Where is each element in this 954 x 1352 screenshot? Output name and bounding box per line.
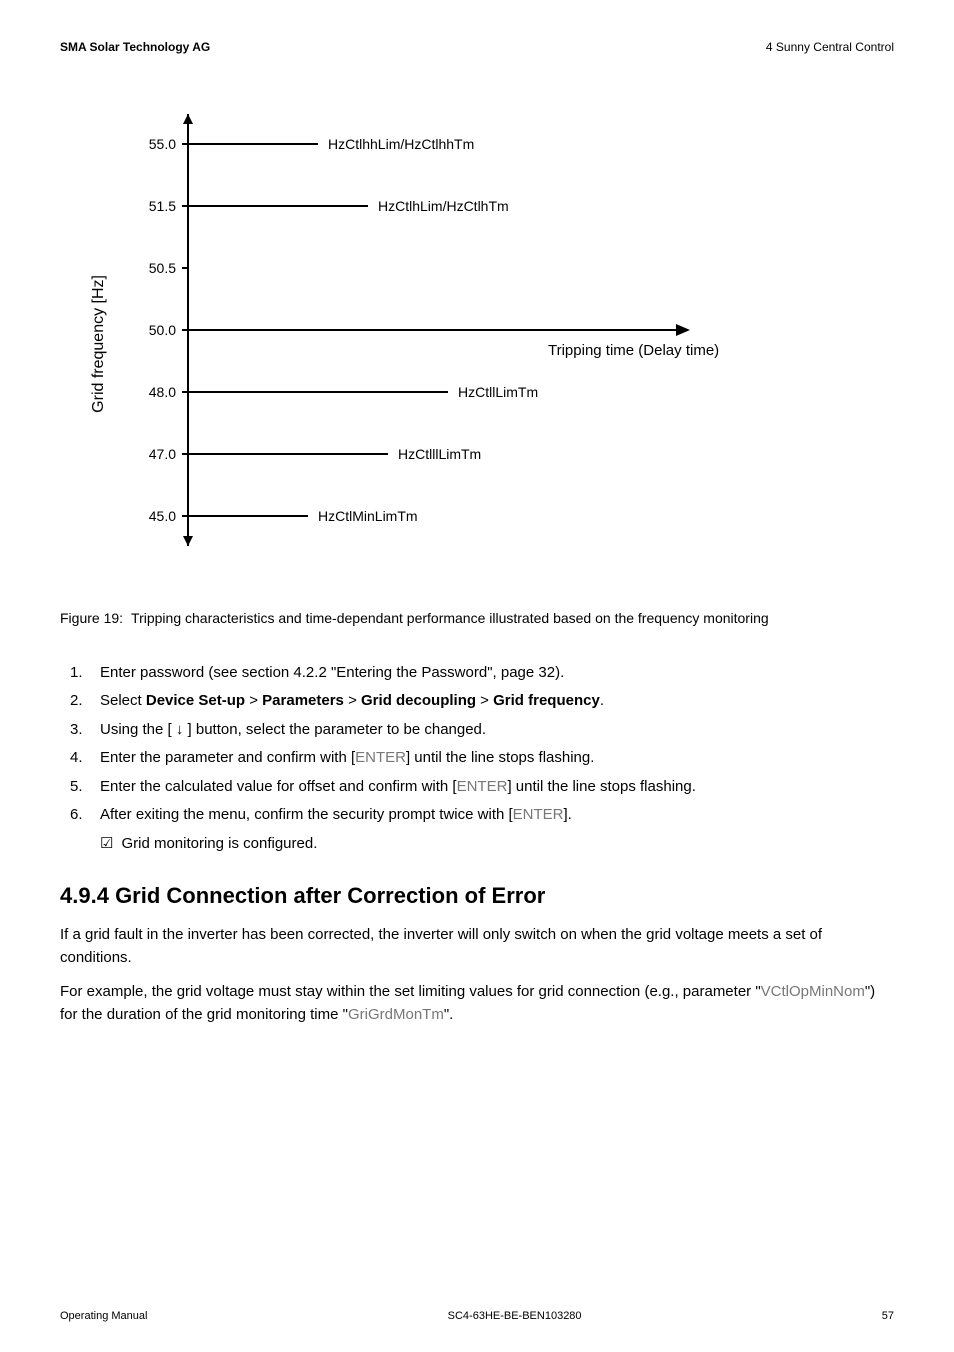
page-footer: Operating Manual SC4-63HE-BE-BEN103280 5… <box>60 1310 894 1322</box>
svg-text:50.0: 50.0 <box>149 322 176 338</box>
svg-text:48.0: 48.0 <box>149 384 176 400</box>
svg-text:50.5: 50.5 <box>149 260 176 276</box>
body-paragraph: If a grid fault in the inverter has been… <box>60 924 894 969</box>
svg-text:51.5: 51.5 <box>149 198 176 214</box>
frequency-chart: Grid frequency [Hz] 55.0 HzCtlhhLim/HzCtl… <box>90 94 894 594</box>
section-body: If a grid fault in the inverter has been… <box>60 924 894 1026</box>
step-item: Enter the parameter and confirm with [EN… <box>70 744 894 773</box>
step-item: Enter password (see section 4.2.2 "Enter… <box>70 659 894 688</box>
svg-text:HzCtlhhLim/HzCtlhhTm: HzCtlhhLim/HzCtlhhTm <box>328 136 474 152</box>
step-item: Enter the calculated value for offset an… <box>70 773 894 802</box>
svg-text:HzCtlMinLimTm: HzCtlMinLimTm <box>318 508 418 524</box>
chart-svg: 55.0 HzCtlhhLim/HzCtlhhTm 51.5 HzCtlhLim/Hz… <box>118 94 818 594</box>
step-item: After exiting the menu, confirm the secu… <box>70 801 894 830</box>
header-left: SMA Solar Technology AG <box>60 40 210 54</box>
step-item: Select Device Set-up > Parameters > Grid… <box>70 687 894 716</box>
header-right: 4 Sunny Central Control <box>766 40 894 54</box>
page-header: SMA Solar Technology AG 4 Sunny Central … <box>60 40 894 54</box>
body-paragraph: For example, the grid voltage must stay … <box>60 981 894 1026</box>
footer-left: Operating Manual <box>60 1310 147 1322</box>
section-title: Grid Connection after Correction of Erro… <box>115 883 545 908</box>
step-result: Grid monitoring is configured. <box>70 830 894 859</box>
figure-text: Tripping characteristics and time-depend… <box>131 609 894 629</box>
footer-center: SC4-63HE-BE-BEN103280 <box>448 1310 582 1322</box>
step-item: Using the [ ↓ ] button, select the param… <box>70 716 894 745</box>
svg-text:HzCtlllLimTm: HzCtlllLimTm <box>398 446 481 462</box>
figure-caption: Figure 19: Tripping characteristics and … <box>60 609 894 629</box>
svg-text:45.0: 45.0 <box>149 508 176 524</box>
chart-ylabel: Grid frequency [Hz] <box>90 275 108 413</box>
figure-label: Figure 19: <box>60 609 123 629</box>
svg-text:Tripping time (Delay time): Tripping time (Delay time) <box>548 342 719 359</box>
svg-text:55.0: 55.0 <box>149 136 176 152</box>
section-number: 4.9.4 <box>60 883 109 908</box>
procedure-steps: Enter password (see section 4.2.2 "Enter… <box>70 659 894 859</box>
svg-text:HzCtllLimTm: HzCtllLimTm <box>458 384 538 400</box>
svg-text:HzCtlhLim/HzCtlhTm: HzCtlhLim/HzCtlhTm <box>378 198 509 214</box>
footer-page: 57 <box>882 1310 894 1322</box>
svg-text:47.0: 47.0 <box>149 446 176 462</box>
chart-ylabel-wrap: Grid frequency [Hz] <box>90 275 108 413</box>
section-heading: 4.9.4 Grid Connection after Correction o… <box>60 883 894 909</box>
